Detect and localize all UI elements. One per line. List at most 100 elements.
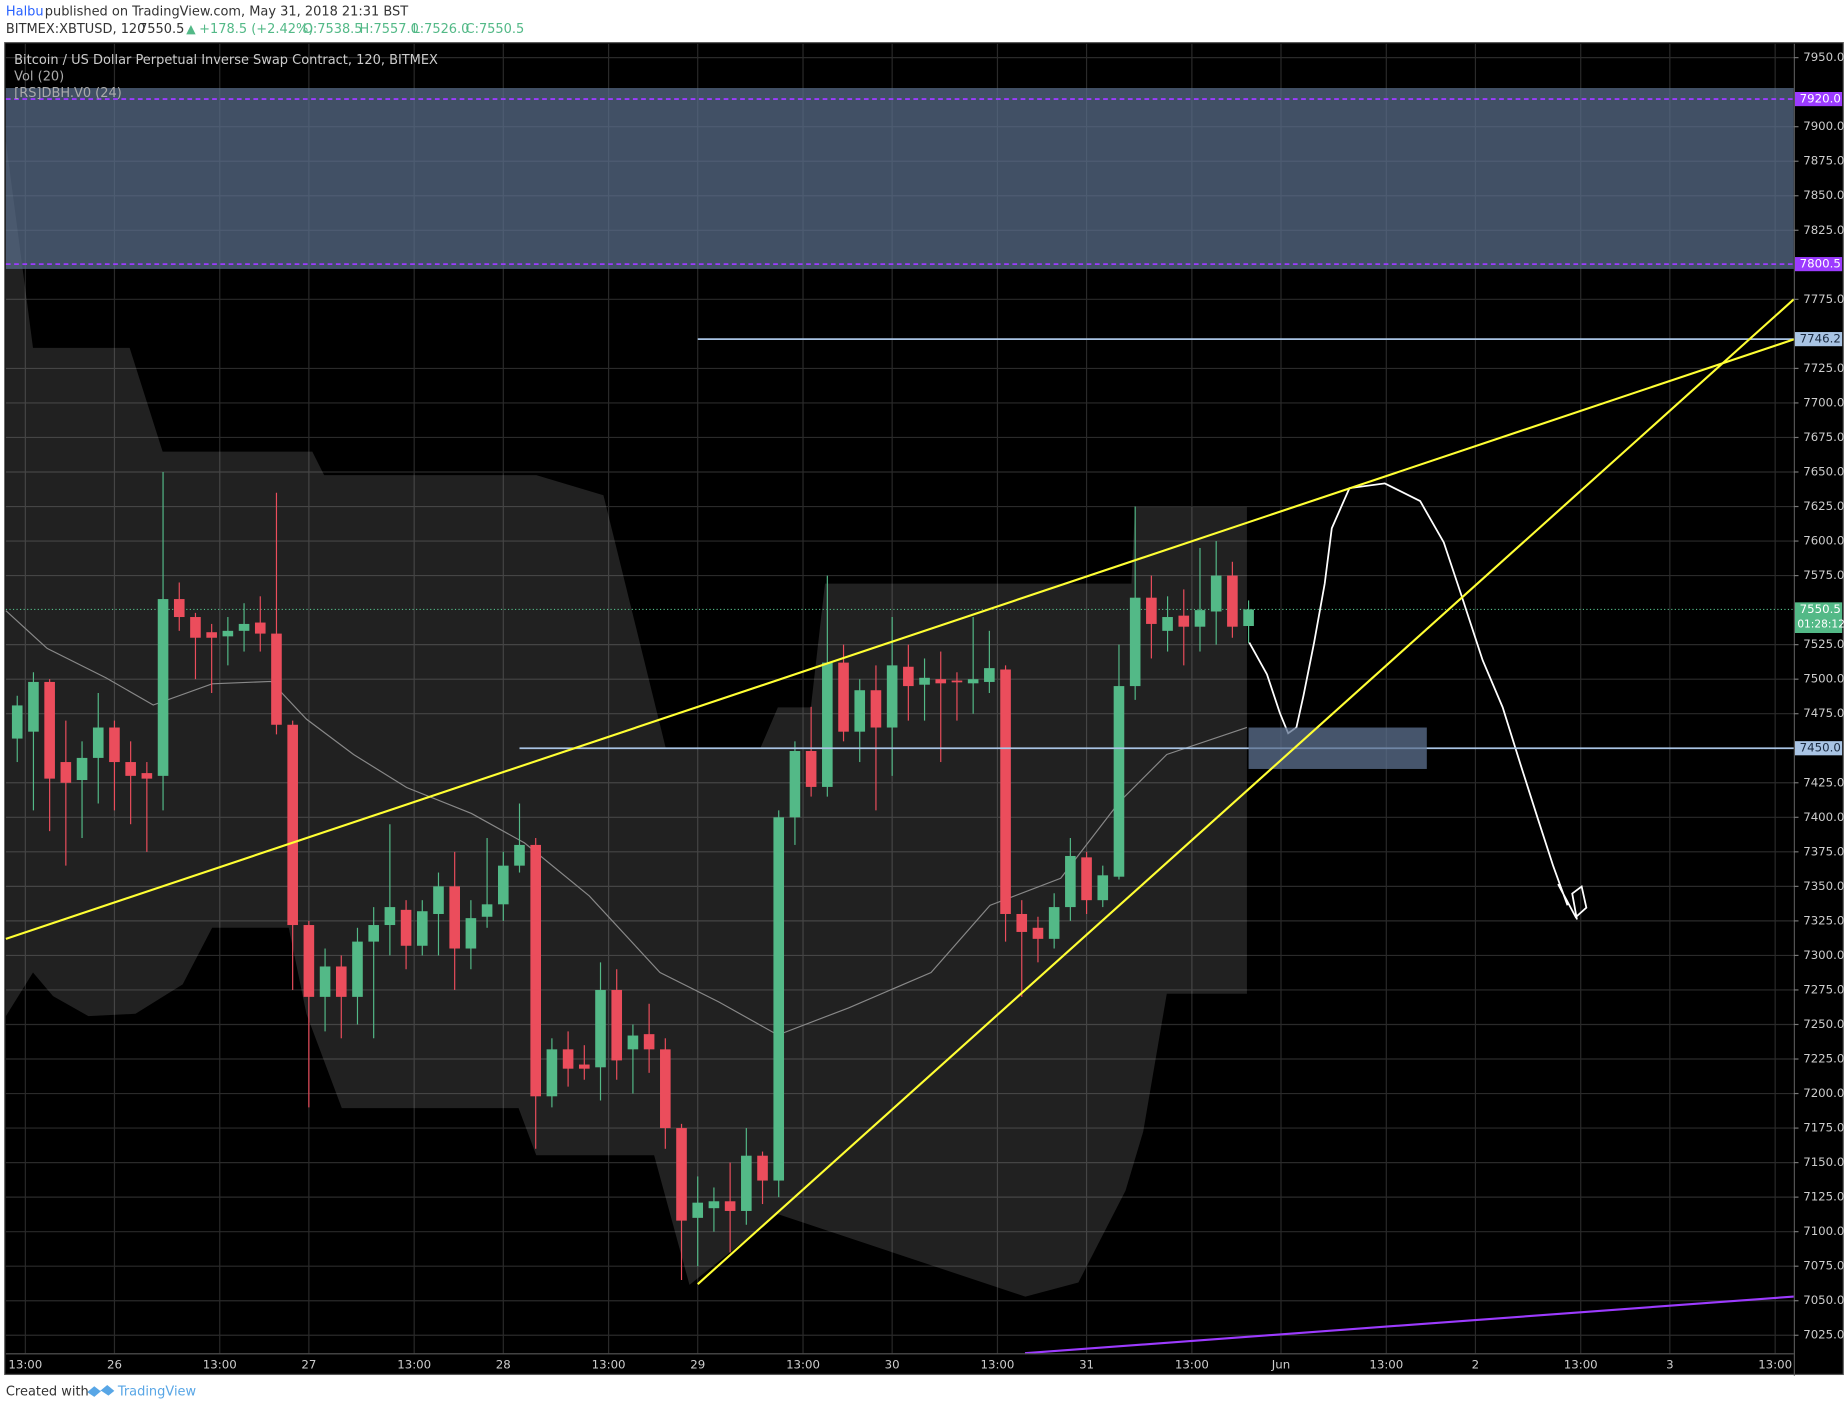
trendline	[697, 298, 1795, 1285]
candle-body	[514, 844, 525, 866]
candle-body	[28, 681, 39, 732]
candle-body	[222, 630, 234, 637]
price-label: 7920.0	[1800, 92, 1841, 106]
close: C:7550.5	[466, 22, 525, 37]
indicator-label: Vol (20)	[14, 69, 64, 84]
price-label: 7550.5	[1800, 602, 1841, 616]
y-tick-label: 7150.0	[1803, 1155, 1844, 1169]
y-tick-label: 7175.0	[1803, 1121, 1844, 1135]
candle-body	[1113, 686, 1125, 877]
candle-body	[1065, 855, 1076, 908]
quote-line: BITMEX:XBTUSD, 120 7550.5 +178.5 (+2.42%…	[6, 22, 524, 37]
candle-body	[157, 599, 169, 776]
y-tick-label: 7025.0	[1803, 1328, 1844, 1342]
x-tick-label: 13:00	[592, 1358, 626, 1372]
candle-body	[335, 966, 347, 997]
price-label-bg	[1794, 332, 1843, 347]
x-tick-label: 13:00	[397, 1358, 431, 1372]
candle-body	[919, 677, 930, 685]
candle-body	[757, 1155, 768, 1181]
candle-body	[190, 617, 201, 638]
y-tick-label: 7225.0	[1803, 1052, 1844, 1066]
y-tick-label: 7775.0	[1803, 292, 1844, 306]
y-tick-label: 7525.0	[1803, 637, 1844, 651]
author: Halbu	[6, 5, 44, 20]
x-tick-label: 27	[301, 1358, 316, 1372]
x-tick-label: 13:00	[1369, 1358, 1403, 1372]
footer-brand[interactable]: TradingView	[117, 1385, 197, 1400]
candle-body	[643, 1034, 655, 1050]
trendline	[5, 338, 1795, 940]
y-tick-label: 7900.0	[1803, 119, 1844, 133]
candle-body	[384, 907, 396, 926]
chart-title: Bitcoin / US Dollar Perpetual Inverse Sw…	[14, 53, 438, 68]
y-tick-label: 7325.0	[1803, 913, 1844, 927]
x-tick-label: 13:00	[786, 1358, 820, 1372]
y-tick-label: 7575.0	[1803, 568, 1844, 582]
brand-icon	[87, 1385, 115, 1397]
trendline	[1024, 1295, 1794, 1355]
candle-body	[254, 622, 266, 634]
x-tick-label: 2	[1472, 1358, 1480, 1372]
candle-body	[741, 1155, 752, 1211]
candle-body	[92, 727, 104, 758]
x-tick-label: 30	[885, 1358, 900, 1372]
candle-body	[660, 1049, 671, 1129]
countdown: 01:28:12	[1797, 619, 1845, 631]
target-box	[1248, 727, 1427, 769]
candle-body	[400, 909, 412, 946]
y-tick-label: 7850.0	[1803, 188, 1844, 202]
x-tick-label: 28	[496, 1358, 511, 1372]
price-label-bg	[1794, 91, 1843, 107]
y-tick-label: 7075.0	[1803, 1259, 1844, 1273]
y-tick-label: 7500.0	[1803, 672, 1844, 686]
low: L:7526.0	[413, 22, 470, 37]
y-tick-label: 7600.0	[1803, 534, 1844, 548]
y-tick-label: 7250.0	[1803, 1017, 1844, 1031]
candle-body	[951, 680, 963, 683]
candle-body	[125, 762, 136, 776]
y-tick-label: 7400.0	[1803, 810, 1844, 824]
x-tick-label: 13:00	[1175, 1358, 1209, 1372]
y-tick-label: 7475.0	[1803, 706, 1844, 720]
candle-body	[465, 918, 477, 949]
candle-body	[708, 1201, 720, 1209]
y-tick-label: 7375.0	[1803, 844, 1844, 858]
up-arrow	[186, 24, 196, 35]
candle-body	[481, 904, 493, 917]
candle-body	[903, 666, 914, 687]
y-tick-label: 7300.0	[1803, 948, 1844, 962]
candle-body	[11, 705, 23, 739]
x-tick-label: 13:00	[8, 1358, 42, 1372]
last: 7550.5	[139, 22, 184, 37]
y-tick-label: 7950.0	[1803, 50, 1844, 64]
candle-body	[1146, 597, 1157, 624]
drawings	[5, 98, 1795, 1355]
candle-body	[416, 911, 428, 946]
y-tick-label: 7125.0	[1803, 1190, 1844, 1204]
resistance-zone	[5, 88, 1794, 269]
candle-body	[368, 925, 379, 942]
candle-body	[789, 751, 801, 818]
candle-body	[1129, 597, 1141, 687]
candle-body	[44, 681, 55, 779]
x-tick-label: 29	[690, 1358, 705, 1372]
price-label-bg	[1794, 602, 1843, 634]
candle-body	[1243, 609, 1254, 627]
y-tick-label: 7650.0	[1803, 464, 1844, 478]
candle-body	[530, 844, 542, 1097]
x-tick-label: 13:00	[980, 1358, 1014, 1372]
candle-body	[562, 1049, 574, 1069]
candle-body	[352, 941, 363, 997]
candle-body	[676, 1128, 687, 1221]
candle-body	[109, 727, 120, 763]
candle-body	[141, 773, 153, 779]
price-label-bg	[1794, 257, 1843, 272]
candle-body	[611, 989, 623, 1061]
candle-body	[546, 1049, 558, 1097]
x-tick-label: 31	[1079, 1358, 1094, 1372]
y-tick-label: 7275.0	[1803, 982, 1844, 996]
candle-body	[1178, 615, 1190, 627]
